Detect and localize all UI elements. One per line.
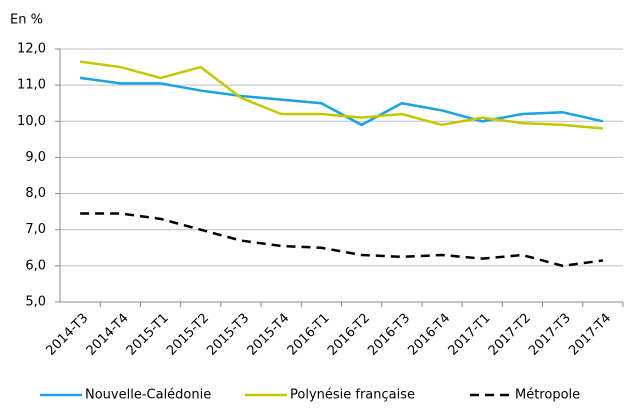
x-tick-label: 2017-T2 <box>486 311 534 359</box>
x-tick-label: 2015-T2 <box>164 311 212 359</box>
y-tick-label: 10,0 <box>17 114 46 129</box>
x-tick-label: 2015-T1 <box>124 311 172 359</box>
y-axis-label: En % <box>10 13 43 28</box>
x-tick-label: 2016-T4 <box>405 311 453 359</box>
y-tick-label: 6,0 <box>25 258 46 273</box>
x-tick-label: 2015-T4 <box>245 311 293 359</box>
x-tick-label: 2016-T2 <box>325 311 373 359</box>
x-tick-label: 2016-T3 <box>365 311 413 359</box>
y-tick-label: 7,0 <box>25 222 46 237</box>
x-tick-label: 2015-T3 <box>204 311 252 359</box>
legend-label: Nouvelle-Calédonie <box>85 388 211 403</box>
series-line <box>80 212 604 268</box>
x-tick-label: 2014-T4 <box>84 311 132 359</box>
y-tick-label: 9,0 <box>25 150 46 165</box>
y-tick-label: 12,0 <box>17 42 46 57</box>
x-tick-label: 2017-T4 <box>566 311 614 359</box>
legend-label: Polynésie française <box>290 388 415 403</box>
x-tick-label: 2014-T3 <box>43 311 91 359</box>
x-tick-label: 2017-T1 <box>446 311 494 359</box>
y-tick-label: 11,0 <box>17 78 46 93</box>
y-tick-label: 8,0 <box>25 186 46 201</box>
series-line <box>79 60 604 130</box>
y-tick-label: 5,0 <box>25 295 46 310</box>
legend-label: Métropole <box>515 388 580 403</box>
series-line <box>79 76 604 127</box>
x-tick-label: 2016-T1 <box>285 311 333 359</box>
x-tick-label: 2017-T3 <box>526 311 574 359</box>
